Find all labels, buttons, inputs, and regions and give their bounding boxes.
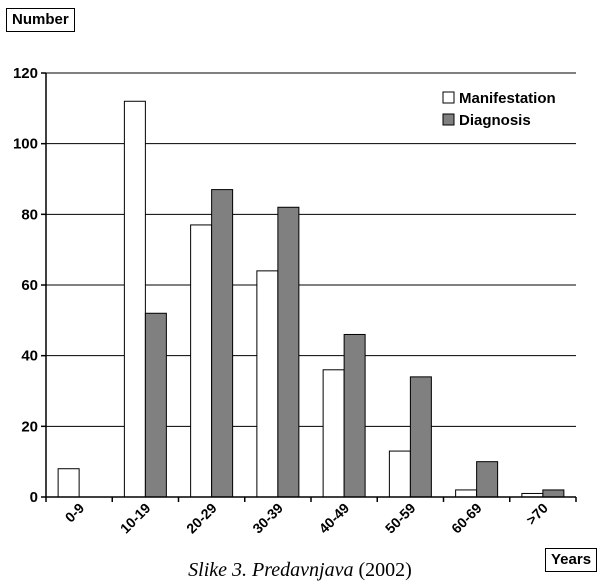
- legend-swatch-manifestation: [442, 91, 455, 104]
- x-tick-label: 60-69: [448, 500, 485, 537]
- legend: Manifestation Diagnosis: [442, 90, 556, 129]
- x-tick-label: 10-19: [117, 500, 154, 537]
- bar-diagnosis-gt70: [542, 489, 565, 498]
- bars: [57, 100, 565, 498]
- bar-diagnosis-60-69: [476, 461, 499, 498]
- y-tick-label: 120: [13, 65, 38, 82]
- y-tick-label: 100: [13, 136, 38, 153]
- x-tick-label: 50-59: [382, 500, 419, 537]
- legend-swatch-diagnosis: [442, 113, 455, 126]
- x-axis-ticks: 0-9 10-19 20-29 30-39 40-49 50-59 60-69 >70: [45, 497, 577, 537]
- y-tick-label: 60: [21, 277, 38, 294]
- bar-manifestation-50-59: [388, 450, 411, 498]
- legend-label-manifestation: Manifestation: [459, 90, 556, 107]
- caption-year: (2002): [358, 559, 412, 581]
- bar-manifestation-40-49: [322, 369, 345, 498]
- y-tick-label: 0: [30, 489, 38, 506]
- x-tick-label: 20-29: [183, 500, 220, 537]
- bar-manifestation-20-29: [190, 224, 213, 498]
- legend-label-diagnosis: Diagnosis: [459, 112, 531, 129]
- bar-manifestation-10-19: [123, 100, 146, 498]
- bar-diagnosis-30-39: [277, 206, 300, 498]
- bar-manifestation-60-69: [455, 489, 478, 498]
- y-tick-label: 20: [21, 418, 38, 435]
- y-tick-label: 80: [21, 206, 38, 223]
- bar-diagnosis-10-19: [144, 312, 167, 498]
- x-axis-label: Years: [545, 548, 598, 572]
- y-axis-label: Number: [6, 8, 75, 32]
- y-axis-ticks: 0 20 40 60 80 100 120: [13, 65, 46, 506]
- x-tick-label: >70: [523, 500, 551, 528]
- bar-diagnosis-20-29: [211, 189, 234, 498]
- bar-manifestation-30-39: [256, 270, 279, 498]
- bar-diagnosis-40-49: [343, 333, 366, 498]
- y-tick-label: 40: [21, 348, 38, 365]
- x-tick-label: 40-49: [316, 500, 353, 537]
- caption-text: Slike 3. Predavnjava: [188, 559, 354, 581]
- bar-manifestation-0-9: [57, 468, 80, 498]
- figure-caption: Slike 3. Predavnjava (2002): [0, 558, 600, 582]
- bar-diagnosis-50-59: [409, 376, 432, 498]
- x-tick-label: 0-9: [62, 500, 88, 526]
- x-tick-label: 30-39: [249, 500, 286, 537]
